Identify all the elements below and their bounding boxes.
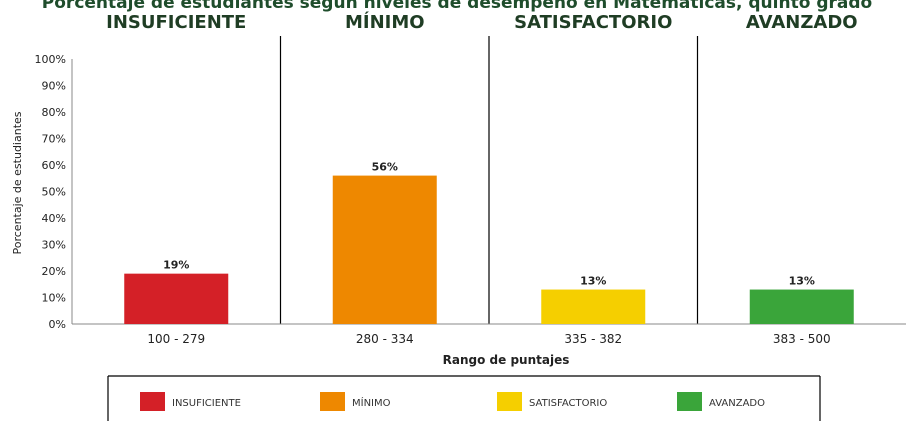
chart-title: Porcentaje de estudiantes según niveles …: [42, 0, 872, 13]
legend-swatch-mínimo: [320, 392, 345, 411]
y-tick-label: 0%: [49, 318, 66, 331]
value-label: 13%: [789, 275, 815, 288]
y-tick-label: 100%: [35, 53, 66, 66]
bar-mínimo: [332, 175, 437, 324]
y-tick-label: 40%: [42, 212, 66, 225]
bar-satisfactorio: [541, 289, 646, 324]
legend-swatch-avanzado: [677, 392, 702, 411]
level-header-insuficiente: INSUFICIENTE: [106, 12, 246, 33]
legend-swatch-insuficiente: [140, 392, 165, 411]
legend-label: SATISFACTORIO: [529, 398, 607, 409]
legend-swatch-satisfactorio: [497, 392, 522, 411]
legend: INSUFICIENTE MÍNIMO SATISFACTORIO AVANZADO: [107, 375, 821, 421]
value-label: 19%: [163, 259, 189, 272]
legend-label: MÍNIMO: [352, 396, 391, 409]
legend-label: INSUFICIENTE: [172, 398, 241, 409]
x-axis-label: Rango de puntajes: [443, 353, 570, 367]
y-tick-label: 90%: [42, 80, 66, 93]
y-axis-label: Porcentaje de estudiantes: [11, 111, 24, 254]
legend-label: AVANZADO: [709, 398, 765, 409]
value-label: 13%: [580, 275, 606, 288]
y-tick-label: 50%: [42, 186, 66, 199]
bar-insuficiente: [124, 273, 229, 324]
y-tick-label: 70%: [42, 133, 66, 146]
level-header-avanzado: AVANZADO: [746, 12, 858, 33]
value-label: 56%: [372, 161, 398, 174]
level-header-mínimo: MÍNIMO: [345, 11, 425, 33]
x-tick-label: 383 - 500: [773, 332, 831, 346]
y-tick-label: 30%: [42, 239, 66, 252]
x-tick-label: 280 - 334: [356, 332, 414, 346]
x-tick-label: 100 - 279: [147, 332, 205, 346]
y-tick-label: 60%: [42, 159, 66, 172]
bar-avanzado: [749, 289, 854, 324]
y-tick-label: 20%: [42, 265, 66, 278]
x-tick-label: 335 - 382: [564, 332, 622, 346]
y-tick-label: 80%: [42, 106, 66, 119]
y-tick-label: 10%: [42, 292, 66, 305]
level-header-satisfactorio: SATISFACTORIO: [514, 12, 672, 33]
